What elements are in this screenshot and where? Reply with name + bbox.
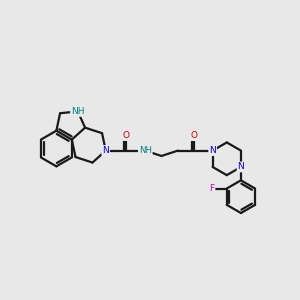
Text: N: N (102, 146, 109, 155)
Text: F: F (209, 184, 214, 193)
Text: NH: NH (71, 107, 85, 116)
Text: F: F (209, 184, 214, 193)
Text: NH: NH (139, 146, 152, 155)
Text: NH: NH (71, 107, 85, 116)
Text: N: N (209, 146, 216, 155)
Text: N: N (209, 146, 216, 155)
Text: O: O (191, 131, 198, 140)
Text: NH: NH (139, 146, 152, 155)
Text: O: O (191, 131, 198, 140)
Text: N: N (238, 163, 244, 172)
Text: N: N (102, 146, 109, 155)
Text: N: N (238, 163, 244, 172)
Text: O: O (122, 131, 130, 140)
Text: O: O (122, 131, 130, 140)
